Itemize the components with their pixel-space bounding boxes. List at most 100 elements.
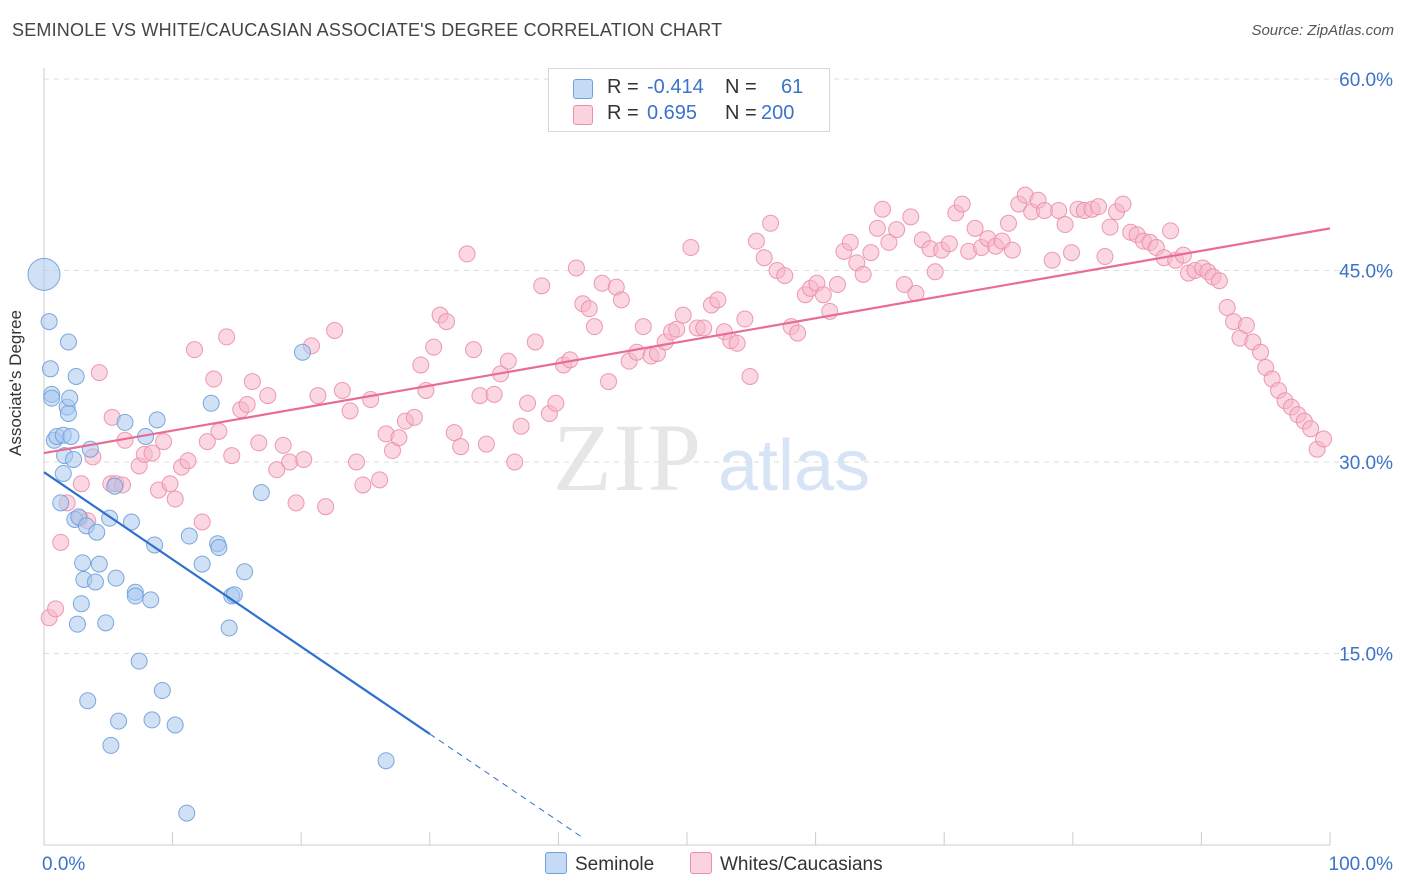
- whites-point: [354, 476, 372, 494]
- seminole-point: [90, 555, 108, 573]
- whites-point: [519, 394, 537, 412]
- whites-point: [445, 424, 463, 442]
- whites-point: [193, 513, 211, 531]
- whites-point: [1096, 247, 1114, 265]
- x-tick-label: 100.0%: [1329, 854, 1394, 875]
- whites-point: [1063, 244, 1081, 262]
- whites-point: [326, 322, 344, 340]
- whites-regression-line: [43, 227, 1331, 455]
- whites-point: [880, 233, 898, 251]
- whites-point: [585, 318, 603, 336]
- seminole-point: [110, 712, 128, 730]
- seminole-point: [126, 587, 144, 605]
- y-tick-label: 15.0%: [1339, 645, 1393, 666]
- seminole-point: [86, 573, 104, 591]
- seminole-point: [54, 464, 72, 482]
- whites-point: [268, 461, 286, 479]
- seminole-point: [52, 494, 70, 512]
- whites-point: [274, 436, 292, 454]
- seminole-point: [65, 450, 83, 468]
- whites-point: [695, 319, 713, 337]
- seminole-point: [88, 523, 106, 541]
- seminole-point: [79, 692, 97, 710]
- whites-point: [741, 367, 759, 385]
- whites-point: [862, 244, 880, 262]
- whites-point: [1043, 251, 1061, 269]
- whites-point: [888, 221, 906, 239]
- whites-point: [390, 429, 408, 447]
- whites-points: [40, 186, 1333, 627]
- legend-label-whites: Whites/Caucasians: [720, 854, 883, 875]
- tick-labels: 15.0% 30.0% 45.0% 60.0% 0.0% 100.0%: [42, 70, 1393, 875]
- whites-point: [347, 453, 365, 471]
- whites-swatch: [690, 852, 712, 874]
- whites-point: [567, 259, 585, 277]
- n-value: 200: [761, 102, 795, 124]
- whites-point: [580, 300, 598, 318]
- r-label: R =: [607, 102, 639, 124]
- seminole-point: [293, 343, 311, 361]
- whites-point: [547, 394, 565, 412]
- whites-point: [452, 438, 470, 456]
- whites-point: [1315, 430, 1333, 448]
- watermark: ZIP atlas: [553, 404, 870, 511]
- seminole-point: [67, 367, 85, 385]
- seminole-point: [148, 411, 166, 429]
- whites-point: [526, 333, 544, 351]
- r-value: -0.414: [647, 76, 704, 98]
- n-label: N =: [725, 76, 757, 98]
- whites-point: [674, 306, 692, 324]
- seminole-point: [59, 404, 77, 422]
- whites-point: [895, 276, 913, 294]
- whites-point: [966, 219, 984, 237]
- seminole-regression-extension: [429, 733, 585, 840]
- whites-point: [628, 343, 646, 361]
- seminole-point: [122, 513, 140, 531]
- seminole-point: [180, 527, 198, 545]
- seminole-point: [116, 413, 134, 431]
- whites-point: [1050, 201, 1068, 219]
- whites-point: [425, 338, 443, 356]
- whites-point: [940, 235, 958, 253]
- seminole-point: [142, 591, 160, 609]
- seminole-point: [193, 555, 211, 573]
- source-label: Source: ZipAtlas.com: [1251, 22, 1394, 39]
- r-value: 0.695: [647, 102, 698, 124]
- whites-point: [854, 265, 872, 283]
- seminole-point: [61, 389, 79, 407]
- n-value: 61: [781, 76, 804, 98]
- legend-item-seminole: Seminole: [545, 852, 654, 876]
- seminole-point: [62, 427, 80, 445]
- whites-point: [1101, 218, 1119, 236]
- r-label: R =: [607, 76, 639, 98]
- whites-point: [185, 341, 203, 359]
- whites-point: [755, 249, 773, 267]
- whites-point: [1114, 195, 1132, 213]
- whites-point: [1056, 216, 1074, 234]
- seminole-point: [143, 711, 161, 729]
- chart-title: SEMINOLE VS WHITE/CAUCASIAN ASSOCIATE'S …: [12, 20, 723, 40]
- whites-point: [512, 417, 530, 435]
- whites-point: [1252, 343, 1270, 361]
- whites-point: [1000, 214, 1017, 232]
- seminole-point: [166, 716, 184, 734]
- whites-point: [747, 232, 765, 250]
- whites-point: [458, 245, 476, 263]
- seminole-point: [41, 360, 59, 378]
- whites-point: [477, 435, 495, 453]
- whites-point: [243, 373, 261, 391]
- whites-point: [287, 494, 305, 512]
- whites-point: [789, 324, 807, 342]
- whites-point: [465, 341, 483, 359]
- whites-point: [668, 320, 686, 338]
- regression-lines: [43, 227, 1331, 840]
- whites-point: [709, 291, 727, 309]
- seminole-swatch: [545, 852, 567, 874]
- whites-point: [634, 318, 652, 336]
- seminole-point: [202, 394, 220, 412]
- whites-point: [1218, 299, 1236, 317]
- whites-point: [90, 364, 108, 382]
- whites-point: [600, 373, 618, 391]
- whites-point: [1237, 316, 1255, 334]
